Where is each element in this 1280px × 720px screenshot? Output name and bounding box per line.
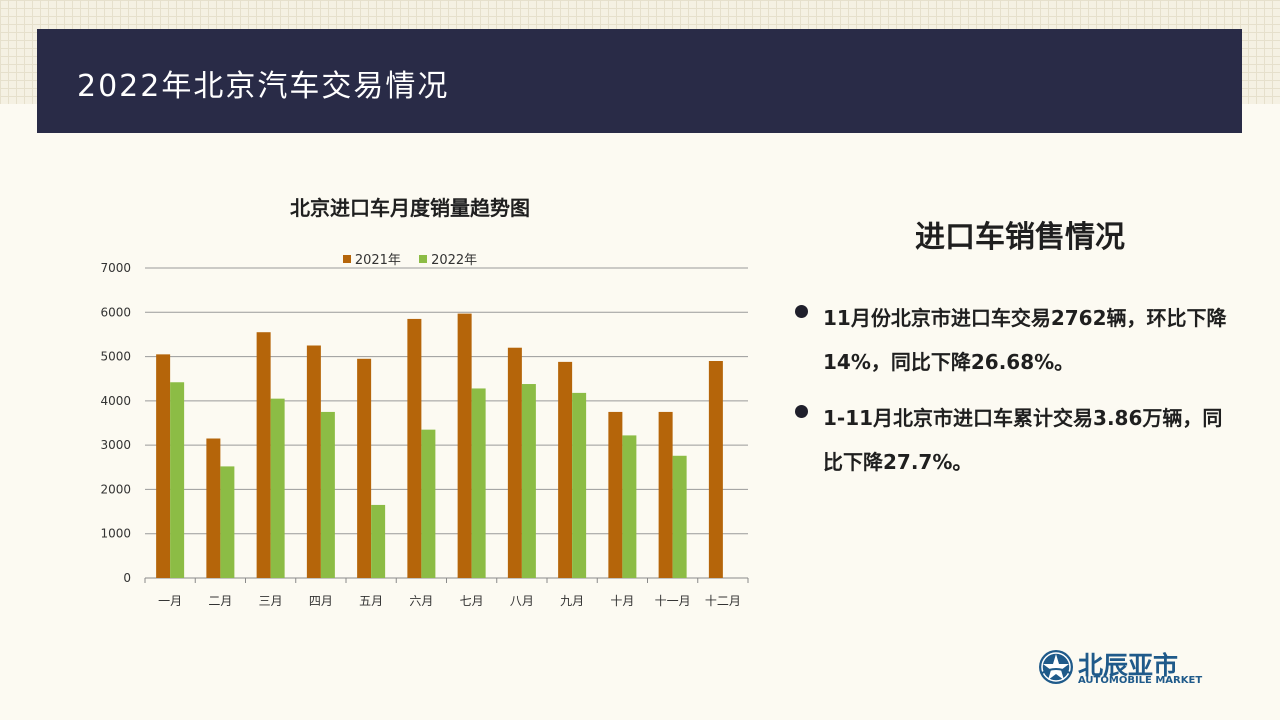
bar-2022: [672, 455, 687, 578]
x-tick-label: 五月: [359, 594, 383, 608]
bar-2022: [170, 382, 185, 578]
bar-2021: [407, 318, 422, 578]
logo: 北辰亚市 AUTOMOBILE MARKET: [1036, 646, 1216, 690]
y-tick-label: 2000: [100, 482, 131, 496]
y-tick-label: 4000: [100, 394, 131, 408]
section-title: 进口车销售情况: [915, 220, 1125, 255]
logo-name-cn: 北辰亚市: [1078, 651, 1179, 680]
legend-swatch-2022: [419, 254, 428, 263]
x-tick-label: 十月: [610, 594, 634, 608]
x-tick-label: 七月: [460, 594, 484, 608]
y-tick-label: 0: [123, 571, 131, 585]
bar-2022: [371, 504, 386, 578]
x-tick-label: 四月: [309, 594, 333, 608]
legend-label-2022: 2022年: [431, 253, 478, 268]
page-title: 2022年北京汽车交易情况: [77, 69, 450, 104]
legend-item-2021: 2021年: [342, 249, 401, 268]
bar-2021: [206, 438, 221, 578]
x-tick-label: 九月: [560, 594, 584, 608]
bullet-dot-icon: [795, 305, 808, 318]
bar-2021: [306, 345, 321, 578]
bar-2021: [708, 361, 723, 578]
chart-title: 北京进口车月度销量趋势图: [290, 196, 530, 220]
bullet-item: 11月份北京市进口车交易2762辆，环比下降14%，同比下降26.68%。: [795, 296, 1235, 384]
bar-2021: [558, 361, 573, 578]
bar-2021: [256, 332, 271, 578]
x-tick-label: 八月: [510, 594, 534, 608]
bar-2021: [457, 313, 472, 578]
bar-2022: [220, 466, 235, 578]
x-tick-label: 三月: [259, 594, 283, 608]
bullet-item: 1-11月北京市进口车累计交易3.86万辆，同比下降27.7%。: [795, 396, 1235, 484]
star-globe-icon: [1039, 650, 1073, 684]
y-tick-label: 3000: [100, 438, 131, 452]
bar-2021: [156, 354, 171, 578]
x-tick-label: 一月: [158, 594, 182, 608]
bar-2021: [507, 347, 522, 578]
x-tick-label: 二月: [208, 594, 232, 608]
bar-2022: [622, 435, 637, 578]
bar-2022: [270, 398, 285, 578]
bar-2021: [658, 411, 673, 578]
bar-2022: [421, 429, 436, 578]
bar-2022: [521, 384, 536, 578]
x-tick-label: 六月: [409, 594, 433, 608]
logo-name-en: AUTOMOBILE MARKET: [1078, 675, 1203, 686]
bar-2022: [320, 411, 335, 578]
x-tick-label: 十一月: [655, 594, 691, 608]
bar-2021: [357, 358, 372, 578]
y-tick-label: 7000: [100, 261, 131, 275]
bullet-dot-icon: [795, 405, 808, 418]
bullet-text: 1-11月北京市进口车累计交易3.86万辆，同比下降27.7%。: [823, 406, 1223, 474]
chart-legend: 2021年 2022年: [140, 249, 680, 268]
x-tick-label: 十二月: [705, 594, 741, 608]
legend-label-2021: 2021年: [354, 253, 401, 268]
y-tick-label: 6000: [100, 305, 131, 319]
bar-2021: [608, 411, 623, 578]
bullet-text: 11月份北京市进口车交易2762辆，环比下降14%，同比下降26.68%。: [823, 306, 1227, 374]
bar-2022: [572, 392, 587, 578]
y-tick-label: 1000: [100, 527, 131, 541]
legend-item-2022: 2022年: [419, 249, 477, 268]
header-bar: 2022年北京汽车交易情况: [37, 29, 1242, 133]
bar-chart: 0 1000 2000 3000 4000 5000 6000 7000 一月 二月 三月 四月 五月 六…: [100, 261, 749, 608]
bar-2022: [471, 388, 486, 578]
y-tick-label: 5000: [100, 350, 131, 364]
bullet-list: 11月份北京市进口车交易2762辆，环比下降14%，同比下降26.68%。 1-…: [795, 296, 1235, 496]
legend-swatch-2021: [342, 254, 351, 263]
